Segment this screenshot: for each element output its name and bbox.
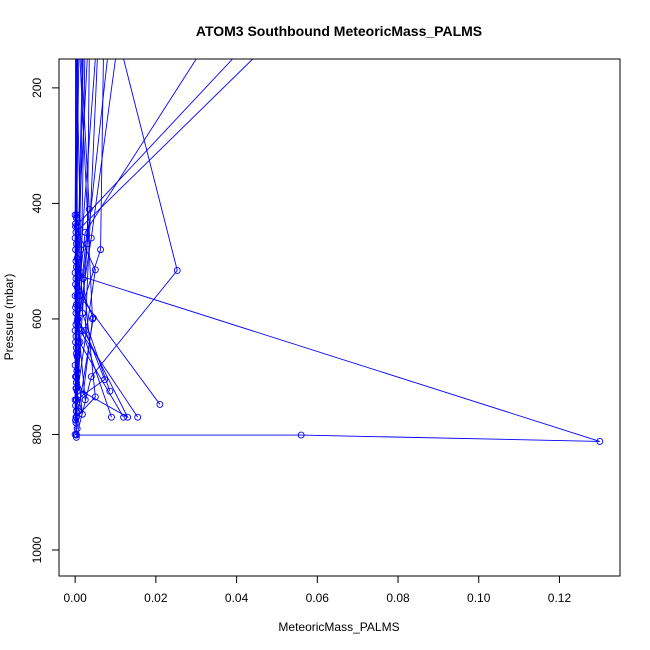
data-point [72, 379, 80, 386]
x-tick-label: 0.02 [144, 591, 168, 605]
data-point [108, 413, 115, 421]
data-point [101, 376, 109, 384]
series-line [75, 59, 139, 418]
data-point [124, 413, 132, 421]
data-point [81, 327, 89, 334]
x-tick-label: 0.08 [386, 591, 410, 605]
data-point [72, 407, 80, 415]
series-23 [73, 59, 81, 433]
series-line [76, 59, 600, 442]
data-point [73, 387, 81, 395]
y-tick-label: 1000 [30, 536, 44, 563]
data-point [72, 263, 80, 271]
data-point [297, 431, 305, 439]
data-point [73, 223, 81, 230]
data-point [73, 353, 81, 360]
x-tick-label: 0.10 [467, 591, 491, 605]
series-line [76, 59, 129, 419]
series-line [75, 59, 94, 412]
y-tick-label: 200 [30, 78, 44, 98]
data-point [73, 425, 81, 433]
y-tick-label: 800 [30, 424, 44, 444]
data-point [91, 266, 99, 274]
series-line [75, 59, 93, 395]
x-axis: 0.00 0.02 0.04 0.06 0.08 0.10 0.12 [63, 575, 572, 605]
y-tick-label: 600 [30, 309, 44, 329]
data-point [72, 214, 80, 222]
data-point [596, 437, 604, 445]
series-layer [71, 59, 604, 445]
y-tick-label: 400 [30, 193, 44, 213]
data-point [73, 254, 81, 262]
data-point [97, 246, 105, 254]
series-line [76, 59, 106, 401]
x-axis-label: MeteoricMass_PALMS [278, 620, 399, 634]
x-tick-label: 0.12 [548, 591, 572, 605]
data-point [72, 303, 79, 311]
data-point [156, 400, 164, 408]
data-point [72, 301, 80, 308]
series-line [75, 59, 124, 418]
data-point [134, 413, 142, 421]
series-line [75, 59, 178, 438]
x-tick-label: 0.00 [63, 591, 87, 605]
data-point [89, 315, 96, 323]
y-axis-label: Pressure (mbar) [2, 274, 16, 361]
data-point [72, 240, 80, 248]
chart-title: ATOM3 Southbound MeteoricMass_PALMS [196, 23, 482, 39]
data-point [72, 416, 79, 424]
data-point [87, 373, 95, 381]
series-line [76, 59, 108, 418]
data-point [120, 413, 128, 421]
data-point [73, 283, 81, 291]
data-point [89, 314, 97, 322]
x-tick-label: 0.06 [306, 591, 330, 605]
x-tick-label: 0.04 [225, 591, 249, 605]
y-axis: 200 400 600 800 1000 [30, 78, 60, 563]
data-point [72, 344, 80, 352]
data-point [173, 266, 181, 274]
data-point [79, 390, 87, 398]
data-point [73, 318, 81, 326]
data-point [78, 410, 86, 418]
series-22 [72, 59, 80, 415]
